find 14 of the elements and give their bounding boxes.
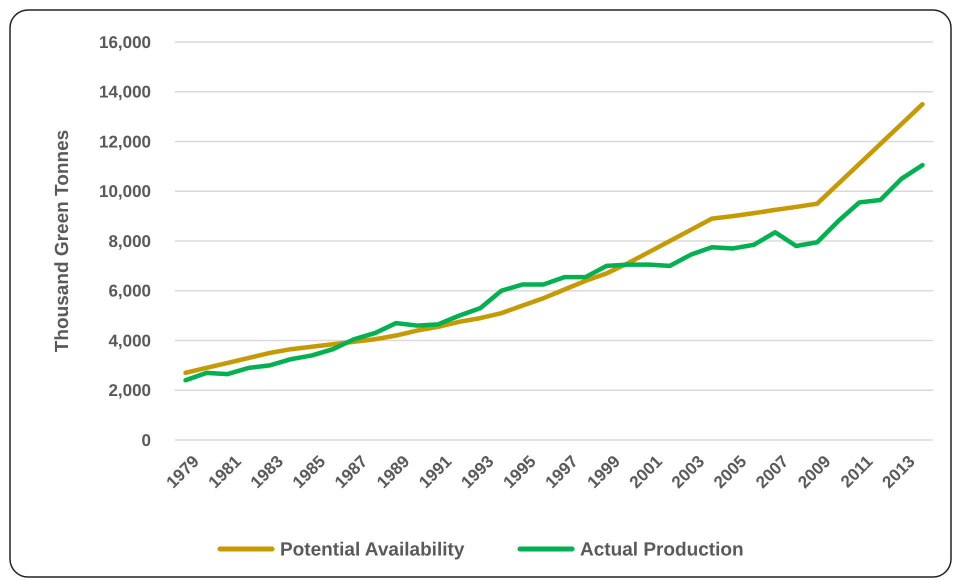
legend-label: Potential Availability xyxy=(280,540,465,561)
line-series xyxy=(183,162,925,383)
y-tick-label: 14,000 xyxy=(99,82,151,102)
legend-label: Actual Production xyxy=(580,540,744,561)
line-series xyxy=(183,102,925,376)
y-tick-label: 2,000 xyxy=(108,381,151,400)
y-tick-label: 6,000 xyxy=(108,282,151,301)
y-tick-label: 10,000 xyxy=(99,182,151,202)
y-axis-title: Thousand Green Tonnes xyxy=(52,130,73,352)
y-tick-label: 16,000 xyxy=(99,32,151,52)
y-tick-label: 12,000 xyxy=(99,132,151,152)
y-tick-label: 4,000 xyxy=(108,331,151,350)
y-tick-label: 8,000 xyxy=(108,232,151,251)
y-tick-label: 0 xyxy=(142,430,151,450)
